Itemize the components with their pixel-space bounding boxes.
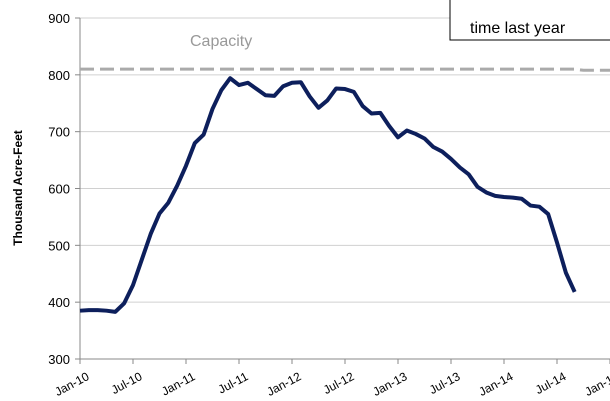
x-tick-label: Jan-14: [476, 369, 515, 399]
x-tick-label: Jul-12: [321, 369, 357, 397]
x-tick-label: Jan-15: [582, 369, 610, 399]
plot: 300 400 500 600 700 800 900 Jan-10 Jul-10 Jan-11 J…: [48, 11, 610, 399]
capacity-line: [80, 67, 610, 72]
x-tick-label: Jul-14: [533, 369, 569, 397]
note-text: time last year: [470, 20, 566, 37]
storage-line: [79, 76, 577, 314]
x-tick-label: Jan-13: [370, 369, 409, 399]
note-box: [449, 0, 610, 41]
y-tick-label: 600: [48, 182, 70, 197]
y-axis-label: Thousand Acre-Feet: [11, 130, 25, 246]
x-tick-label: Jul-11: [216, 369, 251, 396]
y-tick-label: 900: [48, 11, 70, 26]
y-tick-label: 700: [48, 125, 70, 140]
x-tick-label: Jan-12: [264, 369, 303, 399]
capacity-label: Capacity: [190, 33, 252, 50]
x-tick-label: Jul-13: [427, 369, 463, 397]
x-tick-label: Jul-10: [109, 369, 145, 397]
y-tick-label: 800: [48, 68, 70, 83]
y-tick-label: 500: [48, 238, 70, 253]
y-tick-label: 400: [48, 295, 70, 310]
x-tick-label: Jan-10: [52, 369, 91, 399]
x-tick-label: Jan-11: [159, 369, 197, 398]
y-tick-label: 300: [48, 352, 70, 367]
